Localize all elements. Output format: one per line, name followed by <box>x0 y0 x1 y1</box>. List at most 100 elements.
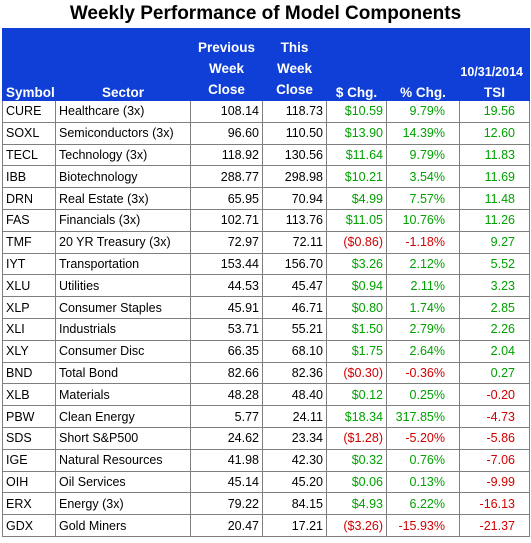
tsi-cell: -0.20 <box>459 383 530 407</box>
dollar-change-cell: $0.06 <box>326 470 387 494</box>
sector-cell: Total Bond <box>55 361 191 385</box>
updated-date: Updated: 10/31/2014 <box>460 65 524 79</box>
page-title: Weekly Performance of Model Components <box>69 3 462 24</box>
symbol-cell: SOXL <box>2 121 56 145</box>
this-close-cell: 24.11 <box>262 405 327 428</box>
dollar-change-cell: $0.94 <box>326 274 387 298</box>
this-close-cell: 156.70 <box>262 252 327 276</box>
previous-close-cell: 79.22 <box>190 492 263 516</box>
this-close-cell: 70.94 <box>262 187 327 210</box>
table-row: XLY Consumer Disc 66.35 68.10 $1.75 2.64% 2.04 <box>2 339 530 363</box>
previous-close-cell: 45.14 <box>190 470 263 494</box>
table-row: GDX Gold Miners 20.47 17.21 ($3.26) -15.93% -2… <box>2 514 530 537</box>
sector-cell: Consumer Disc <box>55 339 191 363</box>
table-row: XLP Consumer Staples 45.91 46.71 $0.80 1.74% 2… <box>2 296 530 319</box>
dollar-change-cell: $3.26 <box>326 252 387 276</box>
header-previous-line-3: Close <box>208 82 245 97</box>
percent-change-cell: -15.93% <box>386 514 460 537</box>
previous-close-cell: 102.71 <box>190 208 263 232</box>
percent-change-cell: 2.12% <box>386 252 460 276</box>
table-row: XLI Industrials 53.71 55.21 $1.50 2.79% 2.26 <box>2 317 530 341</box>
symbol-cell: IBB <box>2 165 56 189</box>
symbol-cell: GDX <box>2 514 56 537</box>
table-row: SOXL Semiconductors (3x) 96.60 110.50 $13.90… <box>2 121 530 145</box>
percent-change-cell: 2.79% <box>386 317 460 341</box>
tsi-cell: 2.04 <box>459 339 530 363</box>
sector-cell: Utilities <box>55 274 191 298</box>
table-row: DRN Real Estate (3x) 65.95 70.94 $4.99 7.57% 1… <box>2 187 530 210</box>
previous-close-cell: 288.77 <box>190 165 263 189</box>
percent-change-cell: 9.79% <box>386 100 460 123</box>
sector-cell: Biotechnology <box>55 165 191 189</box>
sector-cell: Consumer Staples <box>55 296 191 319</box>
previous-close-cell: 96.60 <box>190 121 263 145</box>
percent-change-cell: -1.18% <box>386 230 460 254</box>
sector-cell: Short S&P500 <box>55 426 191 450</box>
table-row: SDS Short S&P500 24.62 23.34 ($1.28) -5.20% -5… <box>2 426 530 450</box>
tsi-cell: 12.60 <box>459 121 530 145</box>
sector-cell: Financials (3x) <box>55 208 191 232</box>
tsi-cell: 3.23 <box>459 274 530 298</box>
sector-cell: Energy (3x) <box>55 492 191 516</box>
table-row: XLU Utilities 44.53 45.47 $0.94 2.11% 3.23 <box>2 274 530 298</box>
tsi-cell: -4.73 <box>459 405 530 428</box>
header-percent-change: % Chg. <box>386 28 460 101</box>
table-row: ERX Energy (3x) 79.22 84.15 $4.93 6.22% -16.13 <box>2 492 530 516</box>
header-dollar-change: $ Chg. <box>326 28 387 101</box>
dollar-change-cell: ($0.30) <box>326 361 387 385</box>
table-row: IBB Biotechnology 288.77 298.98 $10.21 3.54% 1… <box>2 165 530 189</box>
tsi-cell: -9.99 <box>459 470 530 494</box>
symbol-cell: XLP <box>2 296 56 319</box>
this-close-cell: 72.11 <box>262 230 327 254</box>
header-previous-close: Previous Week Close <box>190 28 263 101</box>
percent-change-cell: 10.76% <box>386 208 460 232</box>
percent-change-cell: 0.13% <box>386 470 460 494</box>
header-tsi-label: TSI <box>483 85 505 100</box>
previous-close-cell: 44.53 <box>190 274 263 298</box>
this-close-cell: 45.20 <box>262 470 327 494</box>
tsi-cell: 11.69 <box>459 165 530 189</box>
symbol-cell: FAS <box>2 208 56 232</box>
percent-change-cell: 317.85% <box>386 405 460 428</box>
previous-close-cell: 41.98 <box>190 448 263 472</box>
tsi-cell: 11.26 <box>459 208 530 232</box>
header-this-line-3: Close <box>276 82 313 97</box>
dollar-change-cell: $1.50 <box>326 317 387 341</box>
symbol-cell: DRN <box>2 187 56 210</box>
sector-cell: Healthcare (3x) <box>55 100 191 123</box>
table-row: OIH Oil Services 45.14 45.20 $0.06 0.13% -9.99 <box>2 470 530 494</box>
dollar-change-cell: $18.34 <box>326 405 387 428</box>
tsi-cell: 5.52 <box>459 252 530 276</box>
header-symbol: Symbol <box>2 28 56 101</box>
tsi-cell: 11.83 <box>459 143 530 167</box>
this-close-cell: 82.36 <box>262 361 327 385</box>
this-close-cell: 45.47 <box>262 274 327 298</box>
previous-close-cell: 72.97 <box>190 230 263 254</box>
previous-close-cell: 65.95 <box>190 187 263 210</box>
dollar-change-cell: $0.80 <box>326 296 387 319</box>
tsi-cell: 2.85 <box>459 296 530 319</box>
percent-change-cell: 14.39% <box>386 121 460 145</box>
symbol-cell: TMF <box>2 230 56 254</box>
tsi-cell: -21.37 <box>459 514 530 537</box>
percent-change-cell: 7.57% <box>386 187 460 210</box>
symbol-cell: ERX <box>2 492 56 516</box>
percent-change-cell: 2.64% <box>386 339 460 363</box>
percent-change-cell: -0.36% <box>386 361 460 385</box>
tsi-cell: -16.13 <box>459 492 530 516</box>
sector-cell: Real Estate (3x) <box>55 187 191 210</box>
dollar-change-cell: $13.90 <box>326 121 387 145</box>
previous-close-cell: 20.47 <box>190 514 263 537</box>
tsi-cell: -5.86 <box>459 426 530 450</box>
previous-close-cell: 82.66 <box>190 361 263 385</box>
this-close-cell: 113.76 <box>262 208 327 232</box>
percent-change-cell: 1.74% <box>386 296 460 319</box>
header-sector: Sector <box>55 28 191 101</box>
header-this-line-2: Week <box>276 61 313 76</box>
dollar-change-cell: ($1.28) <box>326 426 387 450</box>
dollar-change-cell: $4.93 <box>326 492 387 516</box>
dollar-change-cell: $11.05 <box>326 208 387 232</box>
sector-cell: Transportation <box>55 252 191 276</box>
dollar-change-cell: $11.64 <box>326 143 387 167</box>
this-close-cell: 48.40 <box>262 383 327 407</box>
